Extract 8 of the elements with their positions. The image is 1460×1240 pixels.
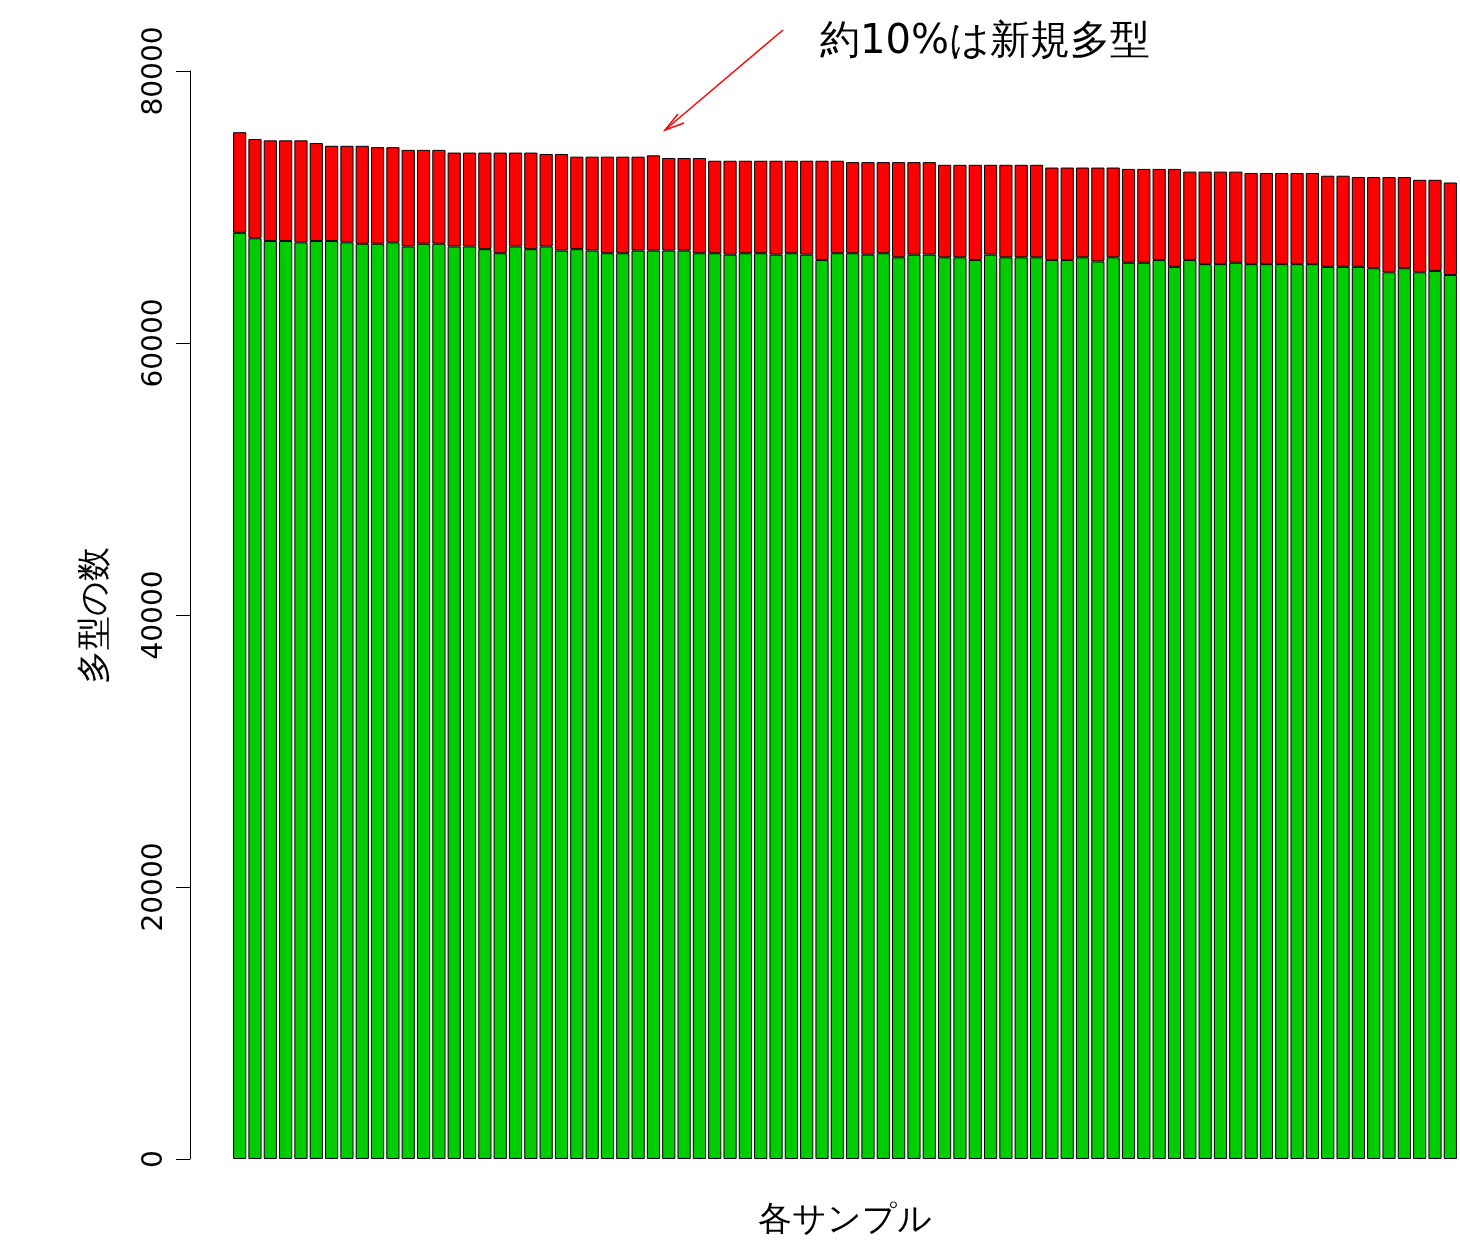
- y-tick-label: 0: [135, 1150, 169, 1168]
- y-tick-label: 60000: [135, 298, 169, 388]
- y-tick-label: 80000: [135, 26, 169, 116]
- text: 約10%は新規多型: [820, 15, 1150, 64]
- y-axis-title: 多型の数: [73, 546, 113, 684]
- y-tick-label: 40000: [135, 570, 169, 660]
- y-tick-label: 20000: [135, 842, 169, 932]
- x-axis-title: 各サンプル: [758, 1198, 932, 1238]
